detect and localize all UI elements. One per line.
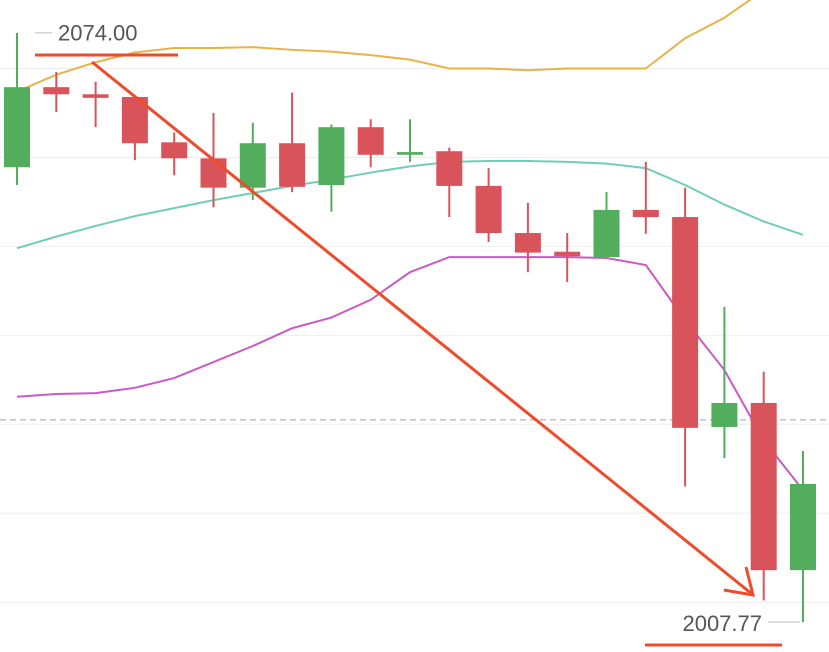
candle-body <box>161 142 188 159</box>
candle-body <box>475 185 502 234</box>
candle-body <box>711 402 738 427</box>
candle-body <box>632 209 659 218</box>
candle-body <box>200 158 227 188</box>
candles <box>4 32 816 623</box>
moving-averages <box>16 0 804 491</box>
candle-body <box>790 483 816 571</box>
candle-body <box>750 402 777 571</box>
moving-average-line <box>16 159 804 250</box>
candle-body <box>239 143 266 188</box>
low-label: 2007.77 <box>682 611 762 636</box>
high-label: 2074.00 <box>58 21 138 46</box>
candle-body <box>318 127 345 186</box>
candle-body <box>4 87 30 168</box>
candle-body <box>514 233 541 253</box>
grid <box>0 67 829 603</box>
candle-body <box>554 251 581 257</box>
candle-body <box>279 143 306 187</box>
candle-body <box>397 152 423 155</box>
arrow-head <box>723 566 756 597</box>
moving-average-line <box>16 256 804 491</box>
candle-body <box>357 127 384 155</box>
annotations: 2074.00 2007.77 <box>35 21 800 647</box>
candle-body <box>593 209 620 258</box>
moving-average-line <box>16 0 752 93</box>
candle-body <box>43 87 70 95</box>
trend-arrow <box>91 60 753 596</box>
candle-body <box>672 217 699 428</box>
candle-body <box>82 94 109 98</box>
candle-body <box>436 151 463 186</box>
